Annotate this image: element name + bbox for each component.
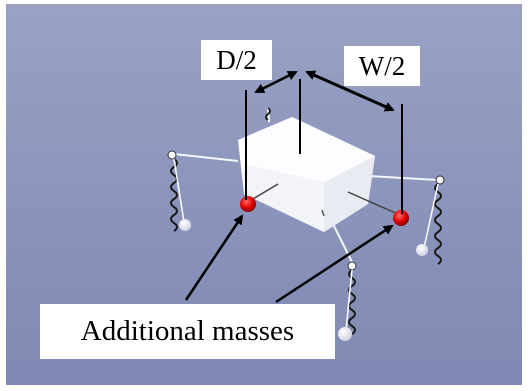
foot-front xyxy=(338,327,352,341)
pointer-arrow-left-mass xyxy=(184,214,244,301)
dimension-arrow-w xyxy=(305,70,395,112)
additional-mass-left xyxy=(240,196,256,212)
robot-body xyxy=(238,117,375,232)
additional-mass-right xyxy=(393,210,409,226)
label-additional-masses: Additional masses xyxy=(40,304,335,359)
robot-scene: D/2 W/2 Additional masses xyxy=(6,4,522,385)
mass-rod-right xyxy=(347,191,401,216)
label-half-depth: D/2 xyxy=(201,40,272,80)
leg-left xyxy=(167,150,239,232)
pointer-arrow-right-mass xyxy=(275,224,394,304)
dimension-arrow-d xyxy=(254,70,298,94)
leg-back xyxy=(265,107,271,123)
foot-right xyxy=(416,244,428,256)
scene-drawing xyxy=(167,70,445,341)
leg-front xyxy=(331,221,357,341)
foot-left xyxy=(179,219,191,231)
label-half-width: W/2 xyxy=(344,46,420,86)
